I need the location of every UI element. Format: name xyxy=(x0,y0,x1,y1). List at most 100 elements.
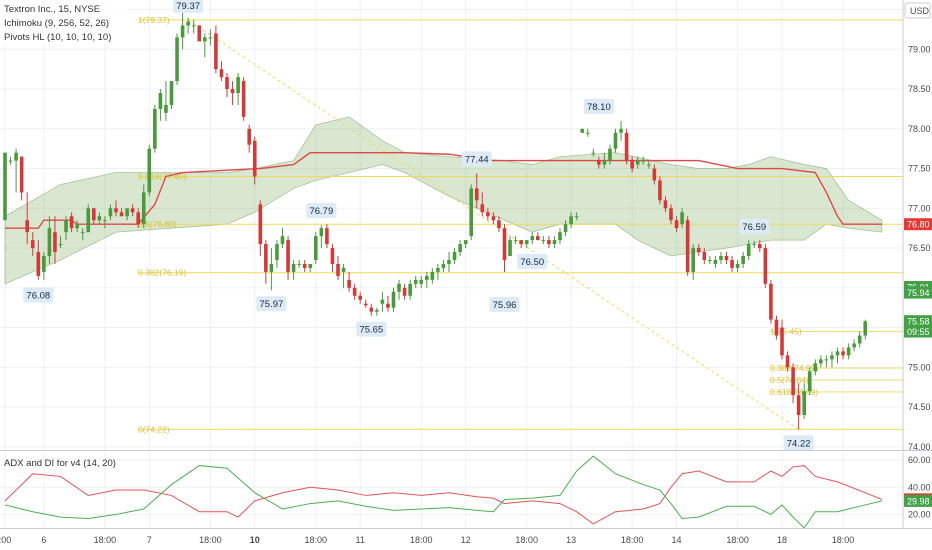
candle-body xyxy=(425,275,429,280)
time-tick-label: 18:00 xyxy=(515,535,538,545)
candle xyxy=(347,271,351,292)
time-tick-label: 7 xyxy=(147,535,152,545)
candle-body xyxy=(502,228,507,260)
pivot-label-box xyxy=(461,151,492,167)
candle xyxy=(336,256,340,280)
candle xyxy=(58,236,63,249)
candle xyxy=(219,61,224,82)
candle xyxy=(658,176,662,205)
candle-body xyxy=(658,180,662,201)
candle-body xyxy=(796,395,801,416)
candle-body xyxy=(153,108,157,149)
candle xyxy=(230,81,235,105)
candle-body xyxy=(486,212,490,217)
candle-body xyxy=(741,256,745,264)
candle-body xyxy=(469,188,473,237)
time-tick-label: 13 xyxy=(566,535,576,545)
candle xyxy=(502,224,507,272)
candle-body xyxy=(458,244,462,253)
candle xyxy=(69,212,74,233)
candle xyxy=(441,259,446,272)
candle xyxy=(291,259,296,280)
candle-body xyxy=(197,25,202,42)
candle-body xyxy=(619,128,623,133)
candle xyxy=(752,240,757,249)
candle xyxy=(169,81,174,109)
candle xyxy=(602,152,607,169)
candle-body xyxy=(108,208,113,217)
candle xyxy=(813,359,818,376)
candle-body xyxy=(652,168,657,181)
candle-body xyxy=(613,132,618,149)
candle-body xyxy=(75,224,79,229)
candle-body xyxy=(863,321,868,336)
candle-body xyxy=(857,335,862,344)
candle-body xyxy=(203,37,207,42)
candle-body xyxy=(336,263,340,276)
fib-trend-line xyxy=(187,19,799,430)
price-tick-label: 79.00 xyxy=(908,44,931,54)
candle-body xyxy=(580,128,584,133)
candle xyxy=(663,196,668,213)
candle-body xyxy=(713,259,718,264)
candle xyxy=(275,240,279,268)
candle-body xyxy=(835,351,840,356)
candle-body xyxy=(791,367,795,396)
candle-body xyxy=(358,295,362,300)
candle xyxy=(719,252,723,264)
candle-body xyxy=(447,259,451,264)
candle xyxy=(624,128,629,165)
candle xyxy=(735,259,740,272)
price-badge-label: 75.94 xyxy=(907,288,930,298)
candle-body xyxy=(314,236,318,260)
candle-body xyxy=(774,319,779,336)
pivot-label: 76.50 xyxy=(520,257,544,268)
candle-body xyxy=(647,164,651,166)
candle xyxy=(574,212,579,221)
candle xyxy=(730,256,734,272)
candle xyxy=(591,148,596,157)
time-tick-label: 18:00 xyxy=(621,535,644,545)
candle xyxy=(758,240,762,253)
candle xyxy=(180,9,185,50)
candle-body xyxy=(158,93,163,109)
candle xyxy=(785,351,790,372)
candle xyxy=(780,319,784,360)
adx-badge-label: 29.98 xyxy=(907,496,930,506)
candle xyxy=(53,216,57,264)
time-tick-label: 18:00 xyxy=(199,535,222,545)
candle xyxy=(308,263,313,272)
candle xyxy=(380,291,385,312)
price-badge xyxy=(904,218,932,231)
plus-di-line xyxy=(4,455,883,529)
adx-pane xyxy=(0,451,903,528)
candle-body xyxy=(169,81,174,105)
candle-body xyxy=(53,232,57,253)
candle-body xyxy=(780,327,784,356)
time-tick-label: 12 xyxy=(461,535,471,545)
candle xyxy=(36,240,41,280)
candle-body xyxy=(746,244,751,257)
candle-body xyxy=(141,192,146,225)
candle xyxy=(302,259,307,272)
candle-body xyxy=(191,25,196,27)
fib-level-label: 0(74.22) xyxy=(138,424,170,434)
candle xyxy=(75,220,79,233)
candle xyxy=(597,156,601,169)
candle xyxy=(691,244,695,280)
candle xyxy=(824,355,829,368)
candle-body xyxy=(275,244,279,260)
candle xyxy=(680,208,684,229)
candle-body xyxy=(569,216,573,225)
pivot-label: 75.65 xyxy=(359,325,383,336)
pivot-label: 75.96 xyxy=(493,300,517,311)
candle-body xyxy=(769,283,773,320)
candle xyxy=(258,200,263,257)
candle-body xyxy=(608,148,612,161)
candle-body xyxy=(685,220,690,272)
candle xyxy=(469,184,473,241)
candle xyxy=(696,244,701,257)
candle-body xyxy=(730,259,734,268)
candle xyxy=(769,279,773,324)
